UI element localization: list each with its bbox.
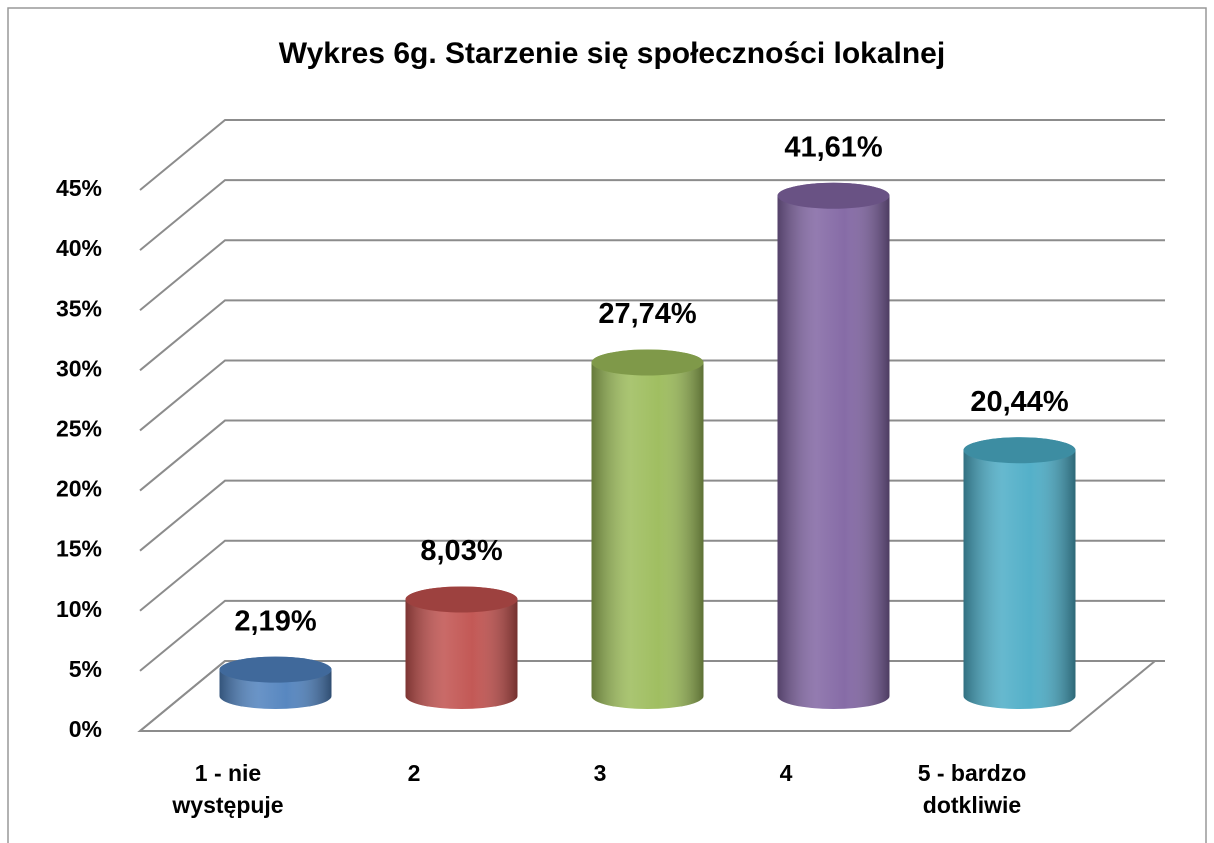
bar — [219, 656, 332, 709]
bar-top-shade — [591, 349, 704, 376]
bar — [963, 437, 1076, 709]
bar-top-shade — [219, 656, 332, 683]
bar-top — [219, 656, 332, 683]
y-tick-label: 40% — [56, 235, 102, 261]
bar-top-shade — [963, 437, 1076, 464]
y-tick-label: 10% — [56, 596, 102, 622]
grid-line — [139, 179, 1165, 251]
x-tick-label: 3 — [593, 760, 607, 786]
bar-top — [777, 182, 890, 209]
bar-shade — [591, 349, 704, 709]
bar-top — [405, 586, 518, 613]
bar-top-shade — [777, 182, 890, 209]
y-tick-label: 15% — [56, 536, 102, 562]
frame — [7, 7, 1207, 843]
bar-shade — [963, 437, 1076, 709]
bar-top — [591, 349, 704, 376]
bar-top-shade — [405, 586, 518, 613]
x-tick-label: 5 - bardzo dotkliwie — [917, 760, 1027, 818]
bar — [591, 349, 704, 709]
y-tick-label: 20% — [56, 476, 102, 502]
x-tick-label: 1 - nie występuje — [172, 760, 284, 818]
grid-line — [139, 119, 1165, 191]
chart-title: Wykres 6g. Starzenie się społeczności lo… — [279, 37, 945, 70]
value-label: 27,74% — [598, 298, 697, 330]
value-label: 20,44% — [970, 386, 1069, 418]
bar — [405, 586, 518, 709]
y-tick-label: 30% — [56, 355, 102, 381]
value-label: 8,03% — [420, 535, 502, 567]
y-tick-label: 0% — [69, 716, 102, 742]
bar-top — [963, 437, 1076, 464]
y-tick-label: 45% — [56, 175, 102, 201]
bar-shade — [777, 182, 890, 709]
bar-shade — [405, 586, 518, 709]
y-tick-label: 25% — [56, 416, 102, 442]
y-tick-label: 5% — [69, 656, 102, 682]
value-label: 2,19% — [234, 605, 316, 637]
x-tick-label: 2 — [407, 760, 421, 786]
value-label: 41,61% — [784, 131, 883, 163]
x-tick-label: 4 — [779, 760, 793, 786]
y-tick-label: 35% — [56, 295, 102, 321]
bar — [777, 182, 890, 709]
